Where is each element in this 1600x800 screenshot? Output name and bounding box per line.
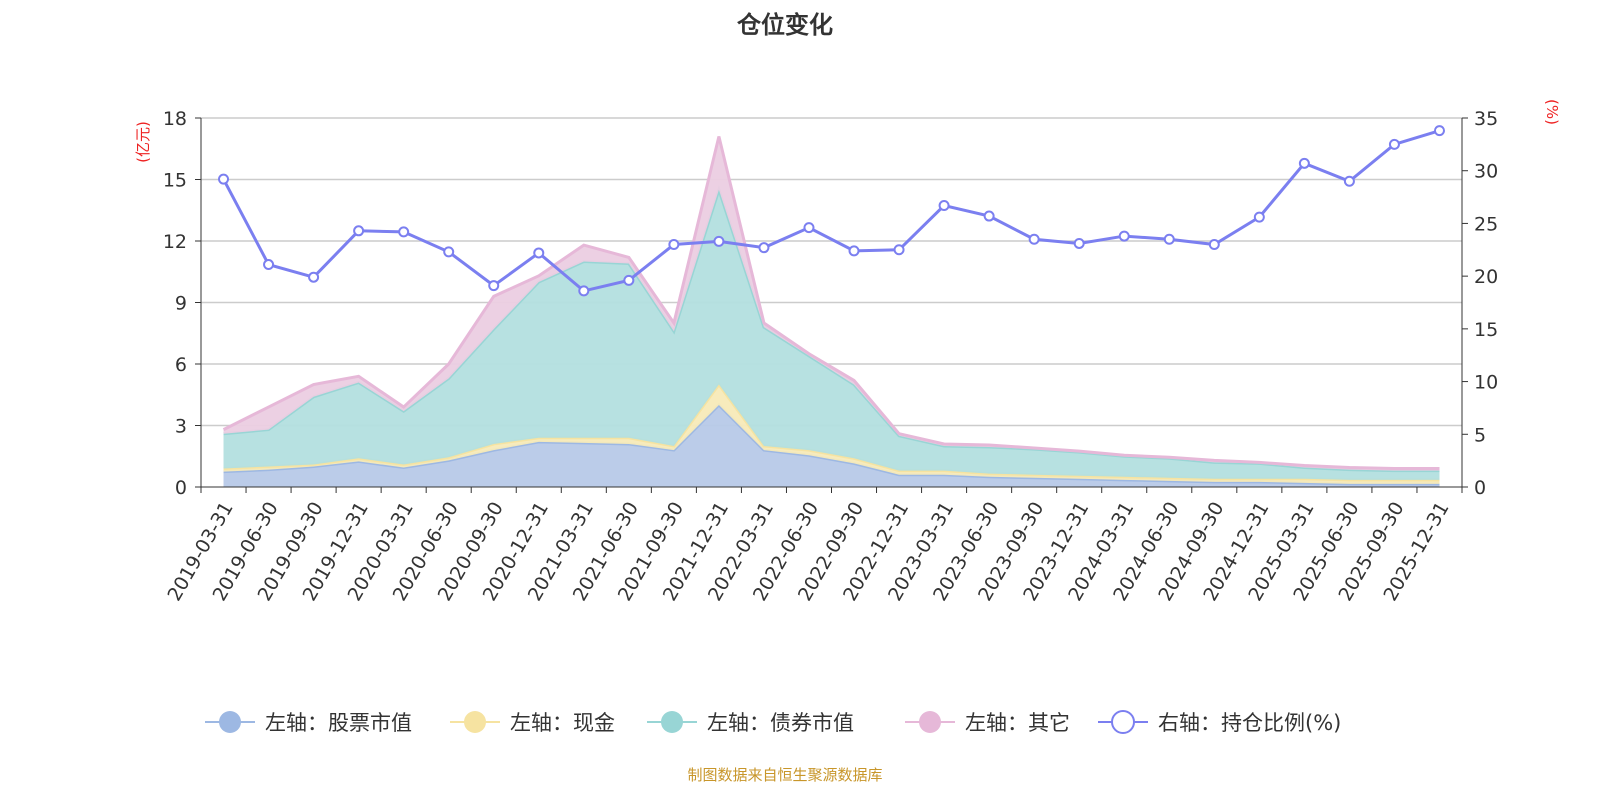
left-tick-label: 0 [175, 477, 187, 499]
legend-circle-icon [464, 711, 486, 733]
legend-circle-icon [219, 711, 241, 733]
legend-item-0[interactable]: 左轴：股票市值 [205, 711, 412, 735]
left-axis-label: (亿元) [134, 121, 152, 163]
ratio-line [222, 129, 1440, 293]
legend-circle-icon [919, 711, 941, 733]
legend-label: 左轴：股票市值 [265, 711, 412, 735]
legend-circle-icon [1111, 710, 1135, 734]
right-tick-label: 30 [1474, 161, 1498, 183]
legend-circle-icon [661, 711, 683, 733]
ratio-point[interactable] [398, 226, 410, 238]
ratio-point[interactable] [1118, 230, 1130, 242]
ratio-point[interactable] [488, 280, 500, 292]
left-tick-label: 9 [175, 293, 187, 315]
ratio-point[interactable] [1433, 125, 1445, 137]
legend-item-4[interactable]: 右轴：持仓比例(%) [1098, 710, 1341, 735]
ratio-point[interactable] [848, 245, 860, 257]
legend-label: 右轴：持仓比例(%) [1158, 711, 1341, 735]
legend-item-3[interactable]: 左轴：其它 [905, 711, 1070, 735]
right-tick-label: 0 [1474, 477, 1486, 499]
area-series-2 [223, 189, 1440, 480]
ratio-point[interactable] [1028, 233, 1040, 245]
right-tick-label: 25 [1474, 213, 1498, 235]
left-tick-label: 6 [175, 354, 187, 376]
ratio-point[interactable] [1208, 239, 1220, 251]
ratio-point[interactable] [938, 200, 950, 212]
ratio-point[interactable] [1298, 157, 1310, 169]
legend-item-1[interactable]: 左轴：现金 [450, 711, 615, 735]
ratio-point[interactable] [983, 210, 995, 222]
legend-label: 左轴：现金 [510, 711, 615, 735]
right-tick-label: 5 [1474, 424, 1486, 446]
chart-title: 仓位变化 [736, 11, 833, 39]
right-tick-label: 15 [1474, 319, 1498, 341]
legend-label: 左轴：其它 [965, 711, 1070, 735]
ratio-point[interactable] [1343, 175, 1355, 187]
footer-source: 制图数据来自恒生聚源数据库 [687, 766, 882, 784]
left-tick-label: 3 [175, 416, 187, 438]
ratio-point[interactable] [1388, 138, 1400, 150]
legend-label: 左轴：债券市值 [707, 711, 854, 735]
ratio-point[interactable] [218, 173, 230, 185]
ratio-point[interactable] [803, 222, 815, 234]
left-tick-label: 18 [163, 108, 187, 130]
ratio-point[interactable] [533, 247, 545, 259]
area-series-0 [223, 405, 1440, 487]
ratio-point[interactable] [308, 271, 320, 283]
ratio-point[interactable] [668, 239, 680, 251]
area-edge-3 [222, 136, 1440, 471]
right-tick-label: 10 [1474, 372, 1498, 394]
ratio-point[interactable] [758, 242, 770, 254]
legend-item-2[interactable]: 左轴：债券市值 [647, 711, 854, 735]
ratio-point[interactable] [713, 235, 725, 247]
ratio-point[interactable] [1253, 211, 1265, 223]
ratio-point[interactable] [1163, 233, 1175, 245]
ratio-point[interactable] [623, 274, 635, 286]
ratio-point[interactable] [443, 246, 455, 258]
left-tick-label: 12 [163, 231, 187, 253]
ratio-point[interactable] [1073, 237, 1085, 249]
ratio-point[interactable] [353, 225, 365, 237]
right-tick-label: 20 [1474, 266, 1498, 288]
left-tick-label: 15 [163, 170, 187, 192]
ratio-point[interactable] [893, 244, 905, 256]
right-axis-label: (%) [1543, 99, 1561, 125]
ratio-point[interactable] [578, 285, 590, 297]
ratio-point[interactable] [263, 259, 275, 271]
right-tick-label: 35 [1474, 108, 1498, 130]
